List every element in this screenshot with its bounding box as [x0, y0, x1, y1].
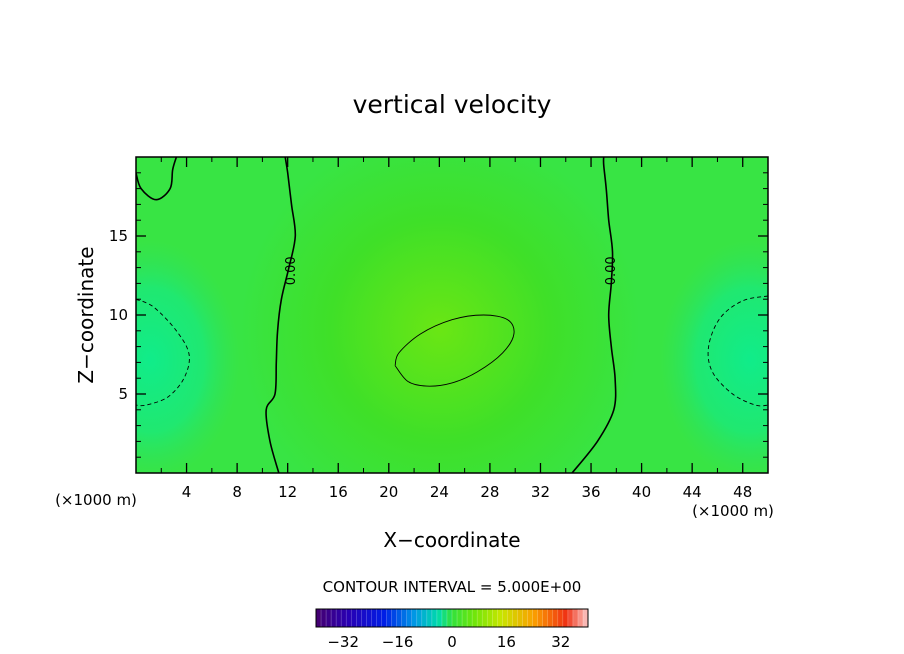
- y-tick-label-15: 15: [109, 227, 128, 245]
- negative-contour-left-min: [136, 298, 190, 407]
- chart-title: vertical velocity: [353, 90, 552, 119]
- colorbar-swatch-1: [321, 609, 327, 627]
- y-tick-label-5: 5: [118, 385, 128, 403]
- positive-contour-center-max: [394, 314, 515, 387]
- contour-label-0: 0.00: [284, 256, 299, 285]
- x-unit-left: (×1000 m): [55, 491, 137, 509]
- colorbar-swatch-10: [366, 609, 372, 627]
- colorbar-swatch-11: [371, 609, 377, 627]
- colorbar-swatch-34: [487, 609, 493, 627]
- colorbar-swatch-6: [346, 609, 352, 627]
- colorbar-swatch-36: [497, 609, 503, 627]
- field-center-maximum: [240, 157, 640, 473]
- colorbar-swatch-27: [452, 609, 458, 627]
- colorbar-swatch-19: [411, 609, 418, 627]
- colorbar-swatch-25: [441, 609, 448, 627]
- colorbar-swatch-49: [562, 609, 569, 627]
- colorbar-swatch-40: [517, 609, 523, 627]
- colorbar-swatch-33: [482, 609, 488, 627]
- colorbar-swatch-21: [421, 609, 428, 627]
- x-tick-label-8: 8: [232, 483, 242, 501]
- contour-label-1: 0.00: [604, 256, 619, 285]
- colorbar-swatch-35: [492, 609, 498, 627]
- y-axis-label: Z−coordinate: [74, 246, 98, 383]
- colorbar-swatch-3: [331, 609, 337, 627]
- colorbar-tick-label-0: −32: [327, 633, 359, 651]
- zero-contour-right: [571, 157, 617, 473]
- x-tick-label-12: 12: [278, 483, 297, 501]
- field-right-minimum: [660, 240, 768, 473]
- colorbar-swatch-45: [542, 609, 549, 627]
- colorbar-swatch-14: [386, 609, 392, 627]
- colorbar-swatch-37: [502, 609, 508, 627]
- colorbar-swatch-41: [522, 609, 528, 627]
- colorbar: −32 −16 0 16 32: [315, 608, 589, 651]
- x-unit-right: (×1000 m): [692, 502, 774, 520]
- y-tick-label-10: 10: [109, 306, 128, 324]
- zero-contour-left: [265, 157, 297, 473]
- plot-area: 0.00 0.00: [136, 157, 768, 473]
- colorbar-swatch-2: [326, 609, 332, 627]
- colorbar-swatch-22: [426, 609, 433, 627]
- colorbar-swatch-32: [477, 609, 483, 627]
- colorbar-swatch-5: [341, 609, 347, 627]
- colorbar-swatch-42: [527, 609, 533, 627]
- colorbar-swatch-15: [391, 609, 397, 627]
- colorbar-swatch-16: [396, 609, 402, 627]
- colorbar-swatch-12: [376, 609, 382, 627]
- colorbar-swatch-43: [532, 609, 538, 627]
- colorbar-swatch-31: [472, 609, 478, 627]
- colorbar-swatch-13: [381, 609, 387, 627]
- x-tick-label-16: 16: [329, 483, 348, 501]
- colorbar-tick-label-4: 32: [551, 633, 570, 651]
- colorbar-swatch-23: [431, 609, 438, 627]
- colorbar-frame: [315, 608, 589, 628]
- colorbar-swatch-47: [552, 609, 559, 627]
- colorbar-tick-label-2: 0: [447, 633, 457, 651]
- contour-layer: 0.00 0.00: [136, 157, 768, 473]
- colorbar-swatch-9: [361, 609, 367, 627]
- colorbar-swatch-50: [567, 609, 574, 627]
- x-tick-label-48: 48: [733, 483, 752, 501]
- colorbar-swatch-4: [336, 609, 342, 627]
- colorbar-tick-label-1: −16: [382, 633, 414, 651]
- colorbar-swatch-17: [401, 609, 407, 627]
- colorbar-swatch-26: [446, 609, 453, 627]
- colorbar-swatch-39: [512, 609, 518, 627]
- colorbar-swatch-8: [356, 609, 362, 627]
- colorbar-swatch-30: [467, 609, 473, 627]
- colorbar-swatch-0: [316, 609, 322, 627]
- colorbar-swatch-28: [457, 609, 463, 627]
- field-left-minimum: [136, 240, 240, 473]
- x-tick-label-36: 36: [581, 483, 600, 501]
- colorbar-tick-label-3: 16: [497, 633, 516, 651]
- colorbar-swatch-24: [436, 609, 443, 627]
- colorbar-swatch-38: [507, 609, 513, 627]
- x-tick-label-28: 28: [480, 483, 499, 501]
- colorbar-swatch-44: [537, 609, 543, 627]
- negative-contour-right-min: [707, 295, 768, 407]
- colorbar-swatch-20: [416, 609, 423, 627]
- colorbar-swatch-52: [577, 609, 584, 627]
- colorbar-swatch-51: [572, 609, 579, 627]
- colorbar-swatch-46: [547, 609, 554, 627]
- x-tick-label-20: 20: [379, 483, 398, 501]
- colorbar-swatch-48: [557, 609, 564, 627]
- colorbar-swatch-29: [462, 609, 468, 627]
- x-tick-label-4: 4: [182, 483, 192, 501]
- x-tick-label-32: 32: [531, 483, 550, 501]
- colorbar-swatch-53: [582, 609, 589, 627]
- x-tick-label-40: 40: [632, 483, 651, 501]
- colorbar-swatch-18: [406, 609, 413, 627]
- x-axis-label: X−coordinate: [383, 528, 520, 552]
- x-tick-label-24: 24: [430, 483, 449, 501]
- zero-contour-top-left-blob: [136, 157, 178, 201]
- colorbar-swatch-7: [351, 609, 357, 627]
- contour-interval: CONTOUR INTERVAL = 5.000E+00: [323, 578, 582, 596]
- x-tick-label-44: 44: [683, 483, 702, 501]
